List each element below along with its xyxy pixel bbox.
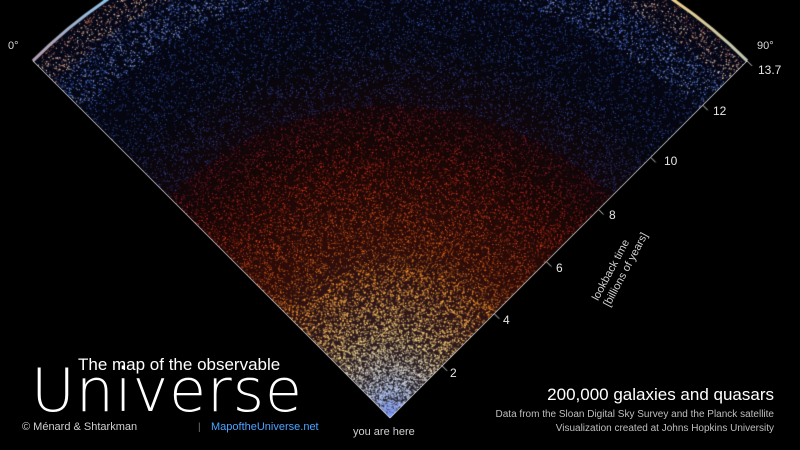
title-subheading: The map of the observable	[78, 355, 281, 374]
website-link[interactable]: MapoftheUniverse.net	[211, 421, 319, 433]
axis-tick-13-7: 13.7	[758, 63, 782, 77]
caption-headline: 200,000 galaxies and quasars	[547, 385, 774, 404]
axis-tick-10: 10	[664, 154, 678, 168]
credit-text: © Ménard & Shtarkman	[22, 421, 138, 433]
axis-tick-2: 2	[450, 366, 457, 380]
caption-source-line1: Data from the Sloan Digital Sky Survey a…	[495, 409, 774, 420]
separator: |	[198, 422, 201, 433]
axis-tick-12: 12	[713, 104, 727, 118]
title-universe: Universe	[31, 356, 303, 426]
caption-source-line2: Visualization created at Johns Hopkins U…	[555, 423, 774, 434]
you-are-here-label: you are here	[353, 426, 415, 438]
axis-tick-6: 6	[556, 261, 563, 275]
angle-label-right: 90°	[757, 40, 774, 52]
angle-label-left: 0°	[8, 40, 19, 52]
axis-tick-8: 8	[609, 208, 616, 222]
axis-tick-4: 4	[503, 313, 510, 327]
